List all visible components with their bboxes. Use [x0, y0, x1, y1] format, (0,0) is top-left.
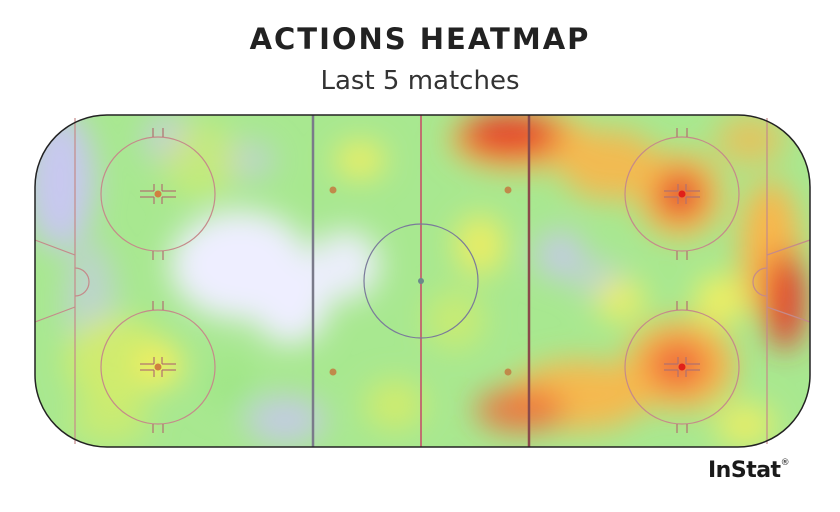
faceoff-dot: [678, 363, 686, 371]
rink-markings: [34, 115, 811, 447]
heat-blob: [365, 380, 425, 430]
faceoff-circle: [624, 128, 740, 260]
heat-blob: [595, 278, 645, 322]
heat-blob: [335, 142, 385, 178]
faceoff-ring: [100, 136, 216, 252]
faceoff-ring: [100, 309, 216, 425]
heat-blob: [560, 130, 660, 200]
faceoff-ring: [624, 136, 740, 252]
faceoff-circle: [624, 301, 740, 433]
neutral-dot: [329, 186, 337, 194]
heatmap-blobs: [35, 115, 805, 447]
trapezoid-line: [766, 239, 811, 256]
heat-blob: [695, 275, 745, 325]
faceoff-circle: [100, 301, 216, 433]
heat-blob: [715, 403, 775, 447]
heat-blob: [455, 215, 505, 275]
trapezoid-line: [766, 306, 811, 323]
faceoff-dot: [154, 190, 162, 198]
chart-title: ACTIONS HEATMAP: [249, 22, 591, 56]
goal-crease-right: [752, 267, 768, 297]
brand-name: InStat: [708, 458, 781, 483]
heat-blob: [310, 230, 380, 300]
faceoff-circle: [100, 128, 216, 260]
heat-blob: [460, 115, 560, 157]
neutral-dot: [504, 368, 512, 376]
heat-blob: [648, 340, 708, 390]
faceoff-circles: [100, 128, 740, 433]
faceoff-dot: [154, 363, 162, 371]
neutral-dot: [504, 186, 512, 194]
heat-blob: [160, 120, 240, 200]
heat-blob: [65, 315, 165, 405]
trapezoid-line: [34, 239, 76, 256]
heat-blob: [765, 250, 805, 350]
chart-subtitle: Last 5 matches: [320, 66, 520, 96]
heat-blob: [70, 395, 150, 445]
faceoff-ring: [624, 309, 740, 425]
goal-crease-left: [74, 267, 90, 297]
heat-blob: [245, 395, 325, 445]
center-circle: [363, 223, 479, 339]
heat-blob: [205, 360, 255, 410]
faceoff-dot: [678, 190, 686, 198]
heatmap-surface: [35, 115, 810, 447]
heat-blob: [425, 290, 485, 350]
heat-blob: [475, 388, 565, 432]
center-dot: [418, 278, 424, 284]
heat-blob: [250, 255, 330, 345]
rink-boards: [34, 114, 811, 448]
neutral-dot: [329, 368, 337, 376]
trapezoid-line: [34, 306, 76, 323]
heat-blob: [535, 230, 585, 280]
instat-logo: InStat®: [708, 458, 790, 483]
